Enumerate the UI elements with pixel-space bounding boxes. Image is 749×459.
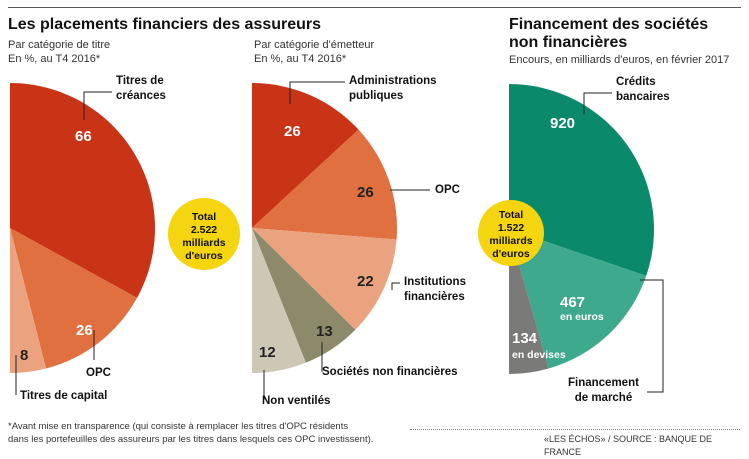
badge-left-line4: d'euros xyxy=(185,250,223,262)
label-opc-middle: OPC xyxy=(435,184,460,196)
slice-admin xyxy=(252,83,359,228)
slice-non-ventiles xyxy=(252,228,306,373)
pie-chart-emetteur xyxy=(252,83,397,373)
source-credit: «LES ÉCHOS» / SOURCE : BANQUE DE FRANCE xyxy=(544,434,713,457)
chart-subtitle-left-2: En %, au T4 2016* xyxy=(8,53,101,65)
footer-dotted-rule xyxy=(410,429,740,430)
label-financement-marche: Financement de marché xyxy=(568,377,639,404)
slice-en-devises xyxy=(509,229,549,374)
value-non-ventiles: 12 xyxy=(259,344,276,361)
chart-title-right-2: non financières xyxy=(509,34,628,51)
slice-titres-capital xyxy=(10,228,47,373)
label-institutions: Institutions financières xyxy=(404,276,466,303)
badge-right-line2: 1.522 xyxy=(498,222,524,234)
slice-opc-left xyxy=(10,228,138,369)
chart-title-right-1: Financement des sociétés xyxy=(509,16,709,33)
label-societes: Sociétés non financières xyxy=(322,366,458,378)
label-admin: Administrations publiques xyxy=(349,75,437,102)
value-opc-left: 26 xyxy=(76,322,93,339)
leader-line-titres-creances xyxy=(83,91,112,120)
label-titres-creances: Titres de créances xyxy=(116,75,166,102)
value-institutions: 22 xyxy=(357,273,374,290)
slice-societes xyxy=(252,228,356,363)
chart-subtitle-middle-1: Par catégorie d'émetteur xyxy=(254,39,375,51)
chart-title-left: Les placements financiers des assureurs xyxy=(8,16,322,33)
total-badge-left xyxy=(168,198,240,270)
value-opc-middle: 26 xyxy=(357,184,374,201)
badge-right-line3: milliards xyxy=(489,235,532,247)
badge-left-line1: Total xyxy=(192,211,216,223)
label-opc-left: OPC xyxy=(86,367,111,379)
label-non-ventiles: Non ventilés xyxy=(262,395,331,407)
footnote-line-2: dans les portefeuilles des assureurs par… xyxy=(8,434,374,445)
badge-left-line3: milliards xyxy=(182,237,225,249)
leader-line-admin xyxy=(289,81,345,104)
slice-titres-creances xyxy=(10,83,155,298)
chart-subtitle-right-1: Encours, en milliards d'euros, en févrie… xyxy=(509,54,730,66)
chart-subtitle-left-1: Par catégorie de titre xyxy=(8,39,111,51)
pie-chart-financement xyxy=(509,84,654,374)
total-badge-right xyxy=(478,200,544,266)
badge-left-line2: 2.522 xyxy=(191,224,217,236)
label-titres-capital: Titres de capital xyxy=(20,390,108,402)
label-credits: Crédits bancaires xyxy=(616,76,670,103)
value-admin: 26 xyxy=(284,123,301,140)
slice-institutions xyxy=(252,228,397,330)
pie-chart-titres xyxy=(10,83,155,373)
slice-en-euros xyxy=(509,229,647,369)
top-rule xyxy=(8,7,741,8)
value-en-devises: 134 xyxy=(512,330,538,347)
value-en-euros: 467 xyxy=(560,294,585,311)
label-en-euros: en euros xyxy=(560,311,604,323)
leader-line-credits xyxy=(583,92,612,115)
leader-line-institutions xyxy=(391,282,400,290)
footnote-line-1: *Avant mise en transparence (qui consist… xyxy=(8,421,349,432)
label-en-devises: en devises xyxy=(512,349,566,361)
badge-right-line4: d'euros xyxy=(492,248,530,260)
value-societes: 13 xyxy=(316,323,333,340)
slice-opc-middle xyxy=(252,129,397,240)
badge-right-line1: Total xyxy=(499,209,523,221)
slice-credits-bancaires xyxy=(509,84,654,276)
value-titres-capital: 8 xyxy=(20,347,28,364)
chart-subtitle-middle-2: En %, au T4 2016* xyxy=(254,53,347,65)
value-credits: 920 xyxy=(550,115,575,132)
value-titres-creances: 66 xyxy=(75,128,92,145)
leader-line-financement xyxy=(640,279,664,393)
